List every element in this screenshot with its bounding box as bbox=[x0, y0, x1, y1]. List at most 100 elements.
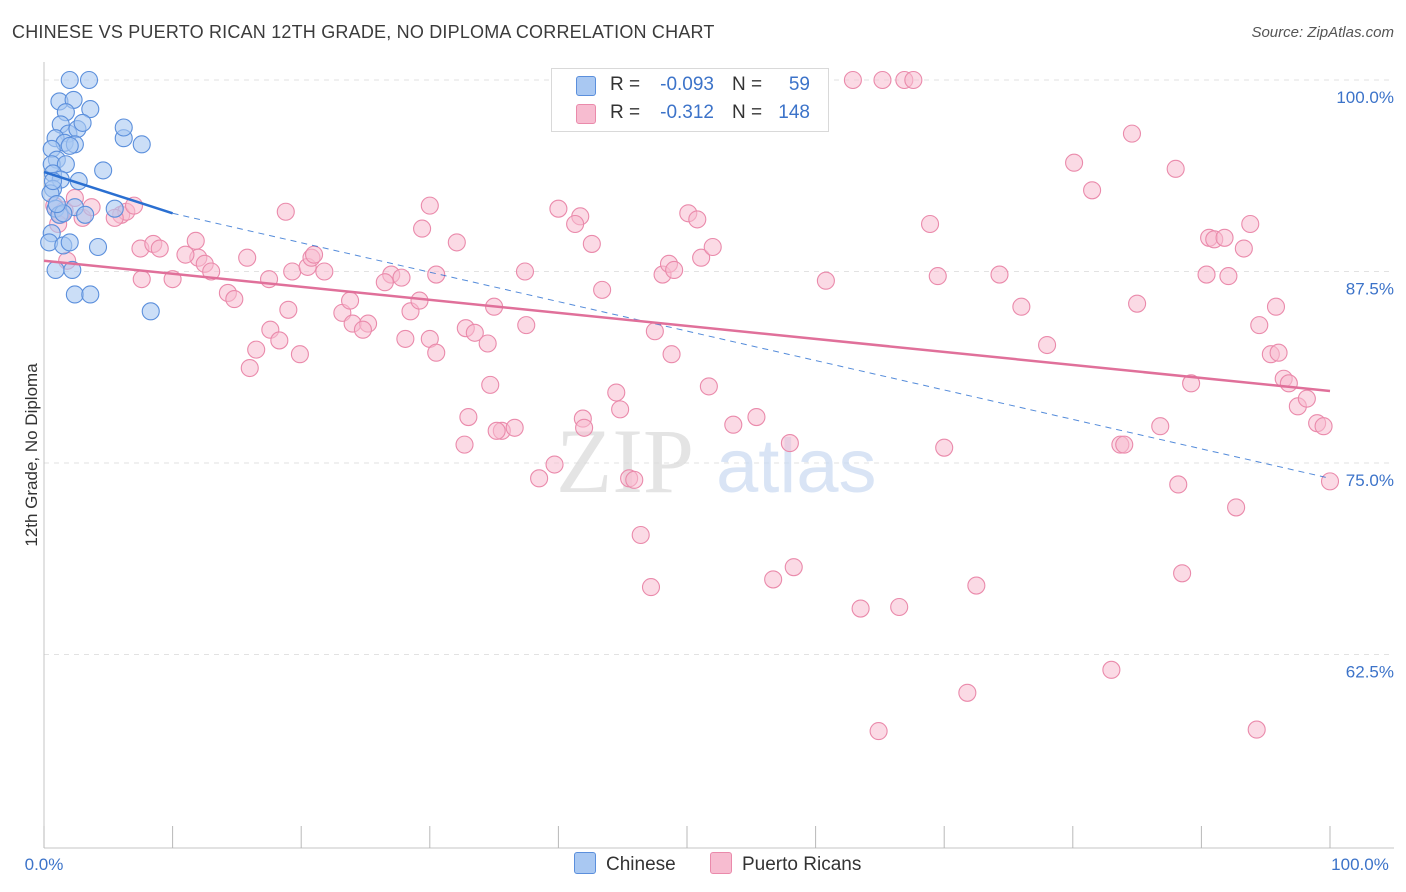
puerto-ricans-point bbox=[283, 262, 302, 281]
puerto-ricans-point bbox=[990, 265, 1009, 284]
puerto-ricans-point bbox=[1297, 389, 1316, 408]
puerto-ricans-point bbox=[341, 291, 360, 310]
puerto-ricans-point bbox=[631, 525, 650, 545]
chinese-point bbox=[60, 233, 79, 252]
legend-row-puerto-ricans: R = -0.312 N = 148 bbox=[552, 99, 828, 127]
chinese-point bbox=[47, 195, 66, 214]
legend-r-label: R = bbox=[610, 102, 641, 123]
legend-r-value: -0.093 bbox=[660, 74, 714, 95]
puerto-ricans-point bbox=[869, 722, 888, 741]
puerto-ricans-point bbox=[1122, 124, 1142, 143]
puerto-ricans-point bbox=[1279, 374, 1298, 393]
puerto-ricans-point bbox=[1219, 267, 1238, 286]
chinese-point bbox=[132, 135, 151, 154]
puerto-ricans-point bbox=[315, 262, 334, 281]
chinese-point bbox=[65, 285, 84, 304]
puerto-ricans-point bbox=[688, 210, 707, 229]
puerto-ricans-point bbox=[843, 70, 862, 90]
puerto-ricans-point bbox=[1012, 297, 1031, 316]
puerto-ricans-point bbox=[240, 358, 259, 378]
puerto-ricans-point bbox=[566, 214, 585, 234]
puerto-ricans-point bbox=[692, 248, 711, 267]
puerto-ricans-point bbox=[935, 438, 954, 457]
legend-label: Chinese bbox=[606, 854, 676, 875]
chinese-point bbox=[141, 302, 160, 321]
axes bbox=[43, 62, 1394, 849]
puerto-ricans-point bbox=[1151, 417, 1170, 436]
puerto-ricans-point bbox=[279, 300, 298, 319]
puerto-ricans-point bbox=[1128, 294, 1147, 313]
puerto-ricans-point bbox=[447, 233, 466, 252]
puerto-ricans-point bbox=[1247, 720, 1266, 739]
puerto-ricans-trend-line bbox=[43, 259, 1331, 393]
chinese-trend-line bbox=[43, 170, 173, 215]
chinese-point bbox=[81, 285, 100, 304]
puerto-ricans-point bbox=[375, 273, 394, 292]
puerto-ricans-point bbox=[392, 268, 411, 287]
puerto-ricans-point bbox=[1314, 417, 1333, 436]
puerto-ricans-point bbox=[1102, 660, 1121, 679]
puerto-ricans-point bbox=[150, 239, 169, 258]
puerto-ricans-point bbox=[699, 377, 718, 396]
puerto-ricans-point bbox=[515, 262, 535, 281]
puerto-ricans-point bbox=[290, 345, 309, 364]
puerto-ricans-point bbox=[481, 375, 500, 394]
chinese-point bbox=[114, 118, 133, 137]
puerto-ricans-point bbox=[625, 470, 644, 489]
puerto-ricans-point bbox=[890, 597, 909, 617]
x-tick-label: 0.0% bbox=[25, 855, 64, 874]
legend-n-label: N = bbox=[732, 74, 763, 95]
puerto-ricans-swatch-icon bbox=[576, 104, 596, 124]
puerto-ricans-point bbox=[928, 267, 947, 286]
source-label: Source: ZipAtlas.com bbox=[1251, 24, 1394, 41]
puerto-ricans-point bbox=[1241, 214, 1260, 234]
puerto-ricans-point bbox=[1182, 374, 1201, 393]
puerto-ricans-point bbox=[1250, 316, 1269, 335]
puerto-ricans-point bbox=[665, 260, 684, 280]
puerto-ricans-point bbox=[176, 245, 195, 264]
chinese-point bbox=[76, 205, 95, 224]
chart-title: CHINESE VS PUERTO RICAN 12TH GRADE, NO D… bbox=[12, 22, 715, 42]
chinese-point bbox=[60, 70, 79, 90]
chinese-point bbox=[94, 161, 113, 180]
puerto-ricans-point bbox=[764, 570, 783, 589]
puerto-ricans-point bbox=[247, 340, 266, 359]
puerto-ricans-point bbox=[427, 265, 446, 284]
puerto-ricans-point bbox=[1269, 343, 1288, 362]
puerto-ricans-point bbox=[305, 245, 324, 264]
puerto-ricans-point bbox=[593, 280, 612, 299]
puerto-ricans-point bbox=[662, 345, 681, 364]
trend-lines bbox=[43, 170, 1331, 479]
puerto-ricans-point bbox=[1320, 472, 1340, 491]
legend-n-value: 148 bbox=[778, 102, 810, 123]
chinese-point bbox=[79, 70, 99, 90]
legend-n-label: N = bbox=[732, 102, 763, 123]
chinese-point bbox=[81, 100, 100, 119]
puerto-ricans-point bbox=[607, 383, 626, 402]
puerto-ricans-point bbox=[780, 434, 799, 453]
puerto-ricans-point bbox=[1173, 564, 1192, 583]
watermark: ZIP atlas bbox=[556, 410, 877, 512]
puerto-ricans-point bbox=[353, 320, 372, 339]
puerto-ricans-point bbox=[1215, 228, 1234, 247]
puerto-ricans-point bbox=[582, 234, 601, 253]
chinese-point bbox=[63, 260, 82, 280]
puerto-ricans-point bbox=[921, 214, 940, 234]
legend-item-chinese: Chinese bbox=[574, 852, 676, 876]
puerto-ricans-point bbox=[1038, 335, 1057, 355]
legend-r-value: -0.312 bbox=[660, 102, 714, 123]
y-tick-label: 87.5% bbox=[1346, 280, 1394, 299]
stats-legend: R = -0.093 N = 59 R = -0.312 N = 148 bbox=[551, 68, 829, 132]
legend-label: Puerto Ricans bbox=[742, 854, 862, 875]
puerto-ricans-point bbox=[575, 418, 594, 437]
chinese-point bbox=[73, 113, 92, 132]
puerto-ricans-point bbox=[641, 578, 661, 597]
puerto-ricans-point bbox=[958, 683, 977, 702]
puerto-ricans-point bbox=[225, 290, 244, 309]
puerto-ricans-point bbox=[1227, 498, 1246, 517]
puerto-ricans-point bbox=[487, 421, 506, 440]
puerto-ricans-swatch-icon bbox=[710, 852, 732, 874]
chinese-swatch-icon bbox=[576, 76, 596, 96]
puerto-ricans-point bbox=[420, 196, 439, 215]
chinese-point bbox=[46, 260, 65, 280]
